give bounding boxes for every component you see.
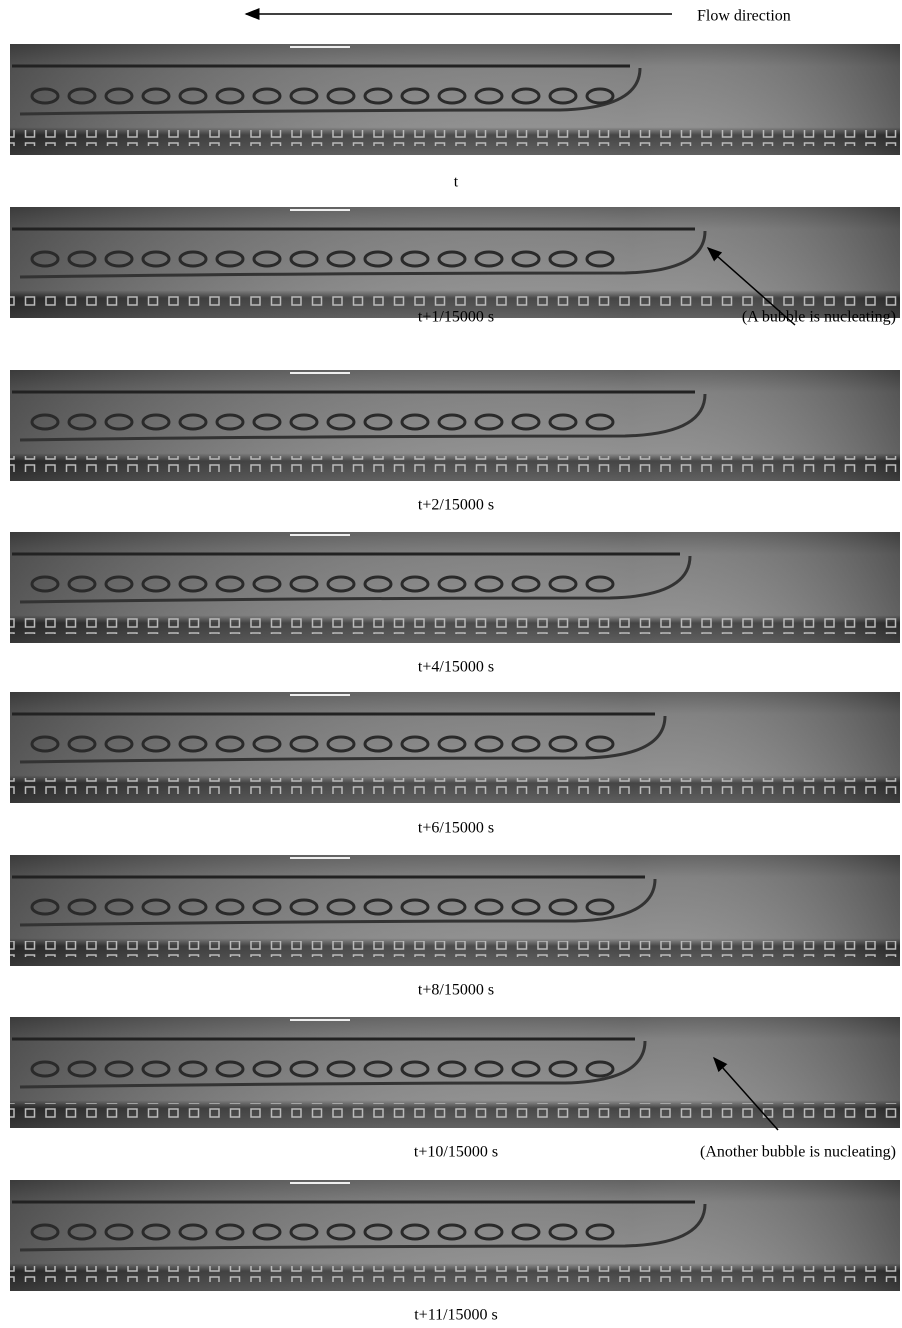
chip-pads [10, 941, 900, 957]
chip-pads [10, 293, 900, 309]
frame: t+4/15000 s [10, 532, 900, 676]
frame: t+10/15000 s (Another bubble is nucleatin… [10, 1017, 900, 1161]
frame: t+11/15000 s [10, 1180, 900, 1324]
chip-pads [10, 456, 900, 472]
frames: t t+1/15000 s (A bubble is nucleating) t+2/… [10, 44, 900, 1324]
frame: t+1/15000 s (A bubble is nucleating) [10, 207, 900, 326]
chip-pads [10, 778, 900, 794]
frame: t+2/15000 s [10, 370, 900, 514]
frame-caption: t+1/15000 s [418, 309, 494, 326]
frame: t+8/15000 s [10, 855, 900, 999]
frame-caption: t+11/15000 s [414, 1307, 498, 1324]
frame-caption: t+2/15000 s [418, 497, 494, 514]
frame-caption: t [454, 174, 459, 191]
frame-caption: t+4/15000 s [418, 659, 494, 676]
annotation: (A bubble is nucleating) [742, 309, 896, 326]
figure: Flow direction t t+1/15000 s (A bubble is … [0, 0, 902, 1328]
frame-caption: t+6/15000 s [418, 820, 494, 837]
frame-caption: t+10/15000 s [414, 1144, 498, 1161]
frame: t [10, 44, 900, 191]
chip-pads [10, 130, 900, 146]
frame-caption: t+8/15000 s [418, 982, 494, 999]
annotation: (Another bubble is nucleating) [700, 1144, 896, 1161]
chip-pads [10, 618, 900, 634]
flow-label: Flow direction [697, 8, 791, 25]
frame: t+6/15000 s [10, 692, 900, 837]
chip-pads [10, 1266, 900, 1282]
